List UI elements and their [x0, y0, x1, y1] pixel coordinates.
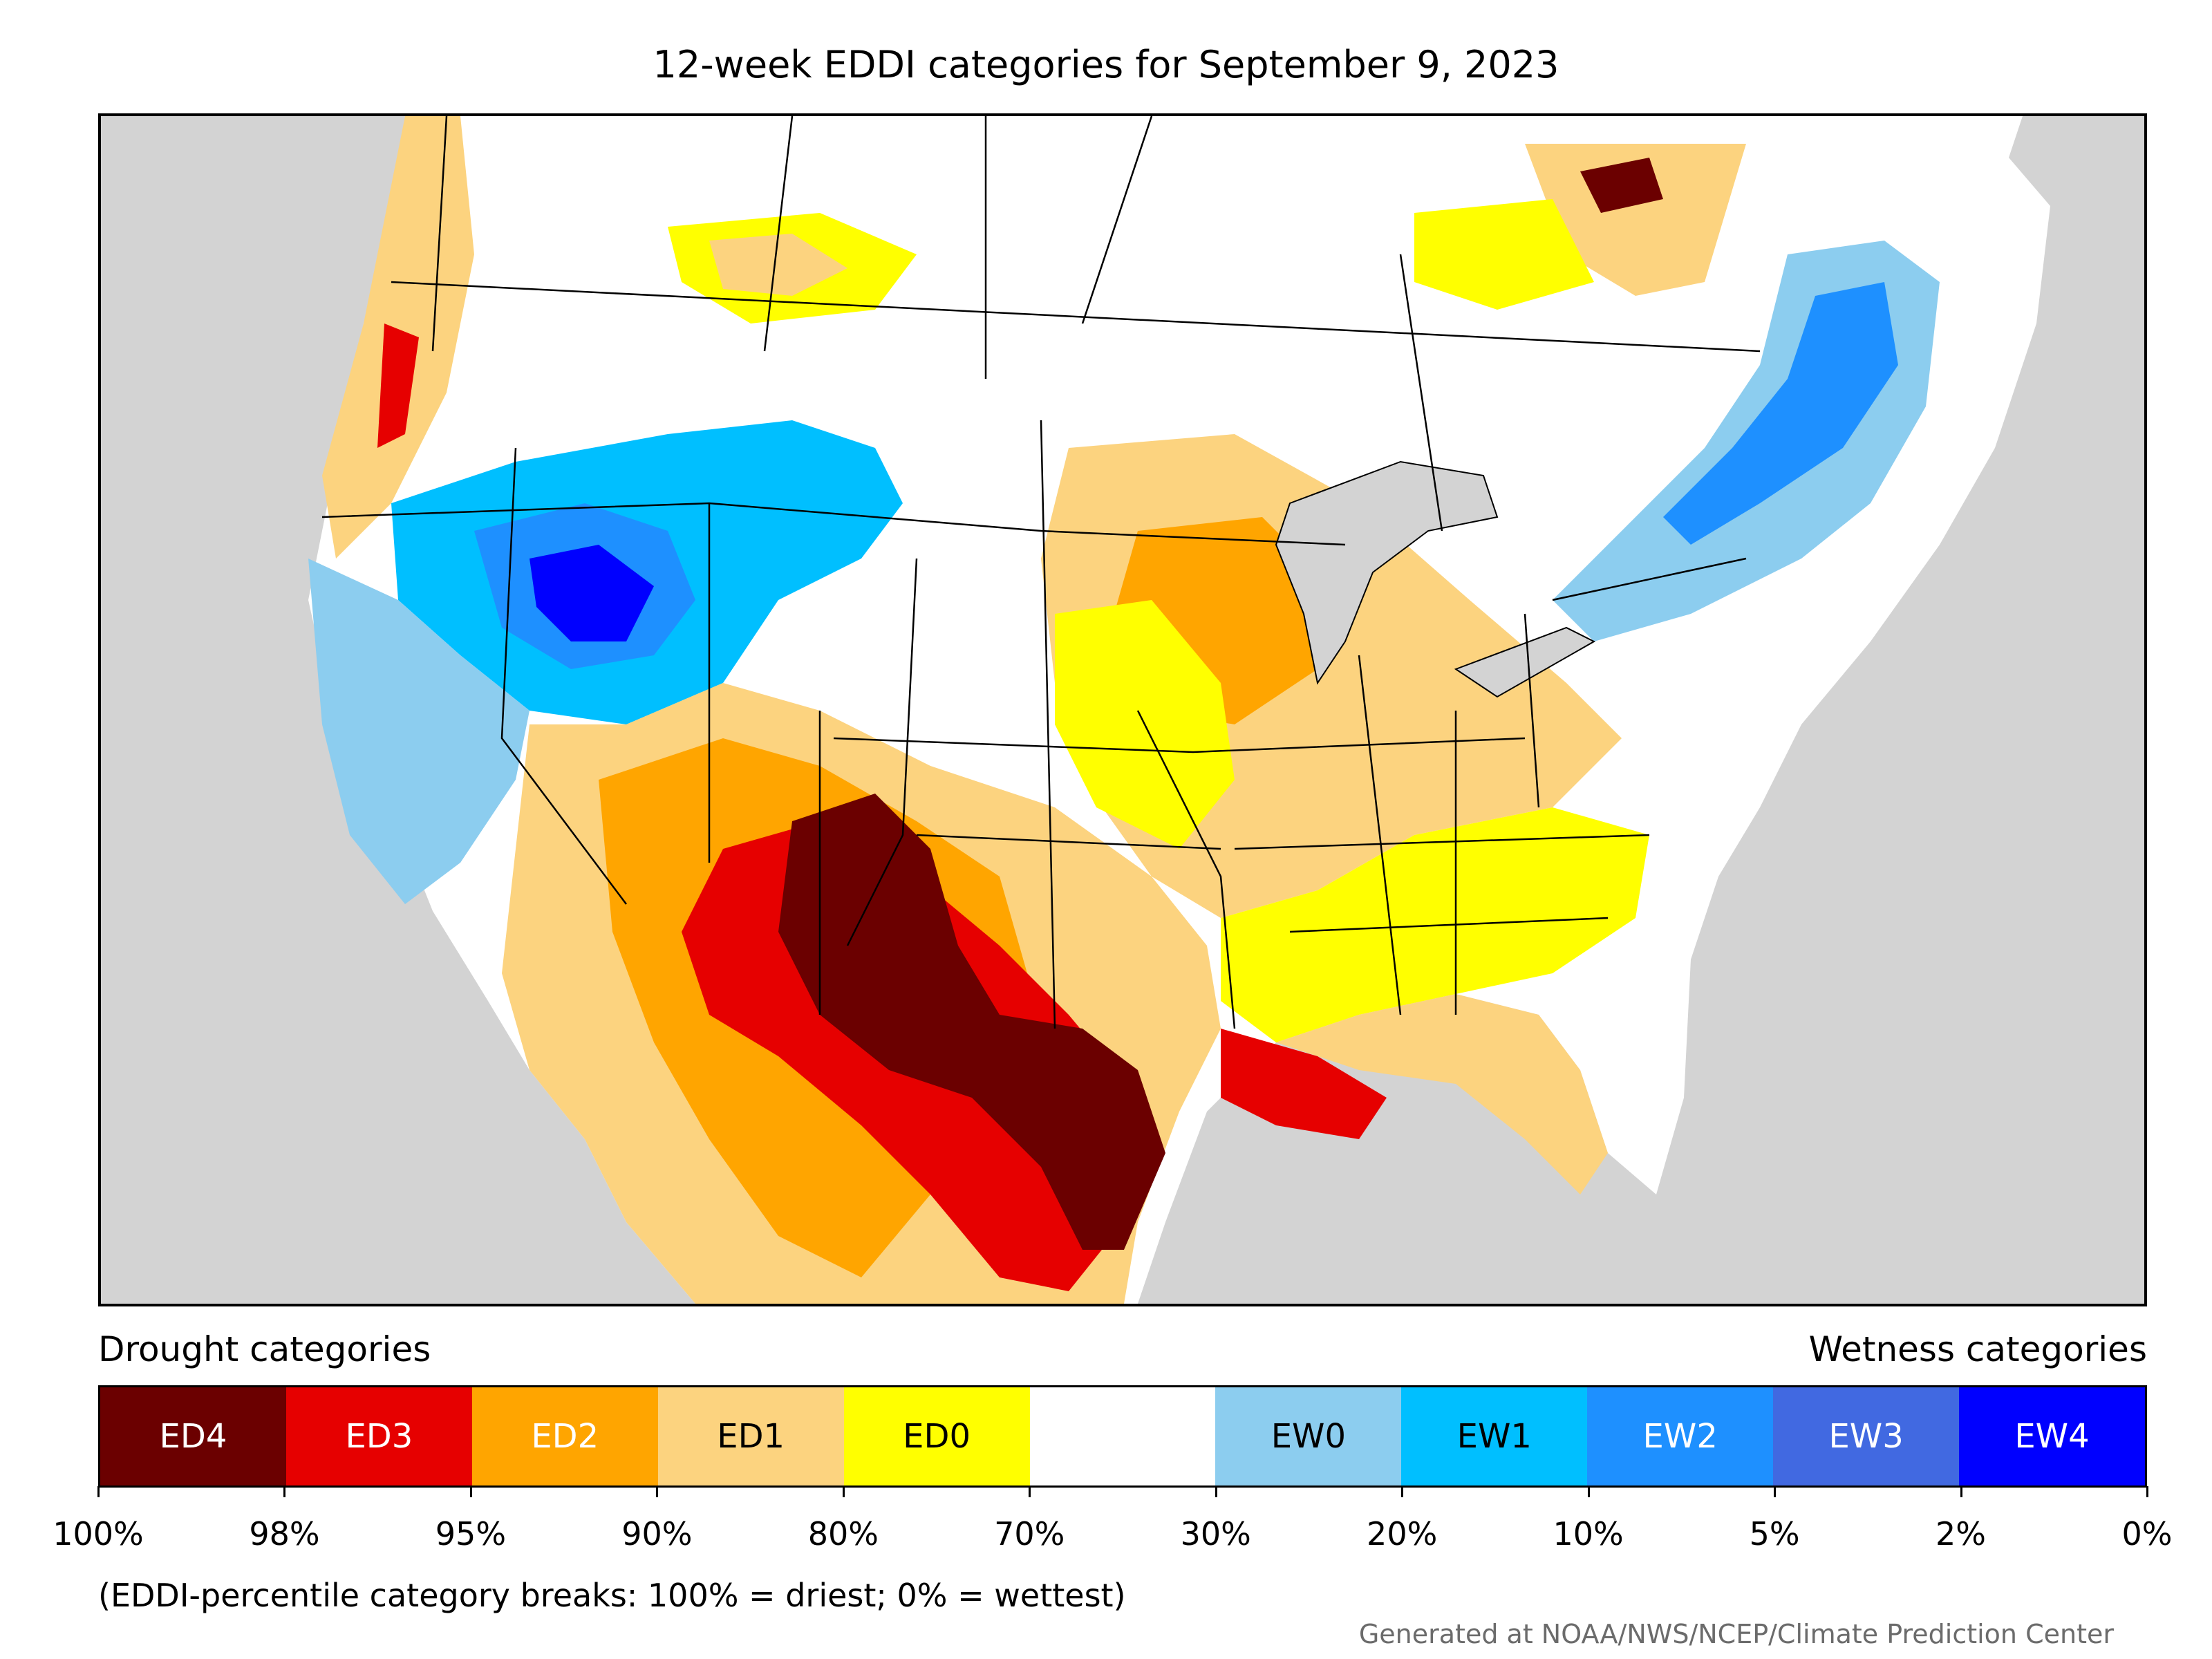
- legend-swatch-ew3: EW3: [1773, 1387, 1960, 1485]
- legend-tick-label: 5%: [1749, 1515, 1800, 1553]
- drought-pacific-coast-ed3: [377, 324, 419, 448]
- legend-tick-mark: [1215, 1486, 1217, 1497]
- legend-swatch-ed4: ED4: [100, 1387, 286, 1485]
- legend-swatch-ed2: ED2: [471, 1387, 658, 1485]
- legend-tick-label: 98%: [249, 1515, 320, 1553]
- legend-colorbar: ED4 ED3 ED2 ED1 ED0 EW0 EW1 EW2 EW3 EW4: [98, 1385, 2147, 1488]
- legend-tick-label: 95%: [435, 1515, 507, 1553]
- credit-text: Generated at NOAA/NWS/NCEP/Climate Predi…: [1358, 1619, 2114, 1649]
- legend-swatch-ed1: ED1: [657, 1387, 844, 1485]
- legend-tick-mark: [2146, 1486, 2148, 1497]
- legend-tick-label: 70%: [994, 1515, 1065, 1553]
- legend-tick-mark: [1960, 1486, 1962, 1497]
- legend-tick-label: 80%: [807, 1515, 879, 1553]
- drought-gulf-ed3: [1221, 1029, 1387, 1139]
- legend-tick-label: 30%: [1180, 1515, 1251, 1553]
- wet-region-ew4: [529, 545, 654, 641]
- map-title: 12-week EDDI categories for September 9,…: [653, 43, 1559, 86]
- eddi-map: [98, 113, 2147, 1306]
- wetness-categories-header: Wetness categories: [1808, 1329, 2147, 1369]
- legend-tick-label: 10%: [1553, 1515, 1624, 1553]
- legend-tick-label: 20%: [1367, 1515, 1438, 1553]
- legend-tick-mark: [283, 1486, 286, 1497]
- legend-tick-mark: [1401, 1486, 1404, 1497]
- legend-swatch-ed3: ED3: [285, 1387, 472, 1485]
- legend-swatch-ew0: EW0: [1215, 1387, 1402, 1485]
- drought-southwest-ed4: [778, 794, 1165, 1250]
- legend-tick-label: 0%: [2121, 1515, 2173, 1553]
- legend-swatch-ew2: EW2: [1587, 1387, 1774, 1485]
- legend-ticks: 100% 98% 95% 90% 80% 70% 30% 20% 10% 5% 2% 0%: [53, 1486, 2172, 1551]
- drought-southeast-ed1: [1276, 994, 1608, 1194]
- category-note: (EDDI-percentile category breaks: 100% =…: [98, 1577, 1126, 1614]
- legend-tick-mark: [97, 1486, 100, 1497]
- legend-tick-label: 90%: [621, 1515, 693, 1553]
- wet-region-northeast-ew2: [1663, 282, 1898, 545]
- wet-region-ew0: [308, 559, 529, 904]
- lake-erie: [1454, 626, 1596, 698]
- legend-tick-mark: [1774, 1486, 1777, 1497]
- legend-swatch-none: [1029, 1387, 1216, 1485]
- legend-tick-mark: [1587, 1486, 1590, 1497]
- legend-swatch-ew1: EW1: [1401, 1387, 1588, 1485]
- map-canvas: [308, 116, 2050, 1304]
- legend-tick-mark: [469, 1486, 472, 1497]
- drought-canada-ed1: [709, 234, 847, 296]
- legend-tick-mark: [1029, 1486, 1031, 1497]
- legend-tick-mark: [656, 1486, 659, 1497]
- drought-quebec-ed0: [1414, 199, 1594, 310]
- legend-swatch-ew4: EW4: [1959, 1387, 2145, 1485]
- boundaries: [321, 116, 1761, 1029]
- drought-quebec-ed4: [1580, 158, 1663, 213]
- great-lakes: [1275, 460, 1499, 685]
- legend-tick-label: 100%: [53, 1515, 144, 1553]
- legend-tick-mark: [842, 1486, 845, 1497]
- legend-swatch-ed0: ED0: [843, 1387, 1030, 1485]
- legend-tick-label: 2%: [1936, 1515, 1987, 1553]
- drought-categories-header: Drought categories: [98, 1329, 431, 1369]
